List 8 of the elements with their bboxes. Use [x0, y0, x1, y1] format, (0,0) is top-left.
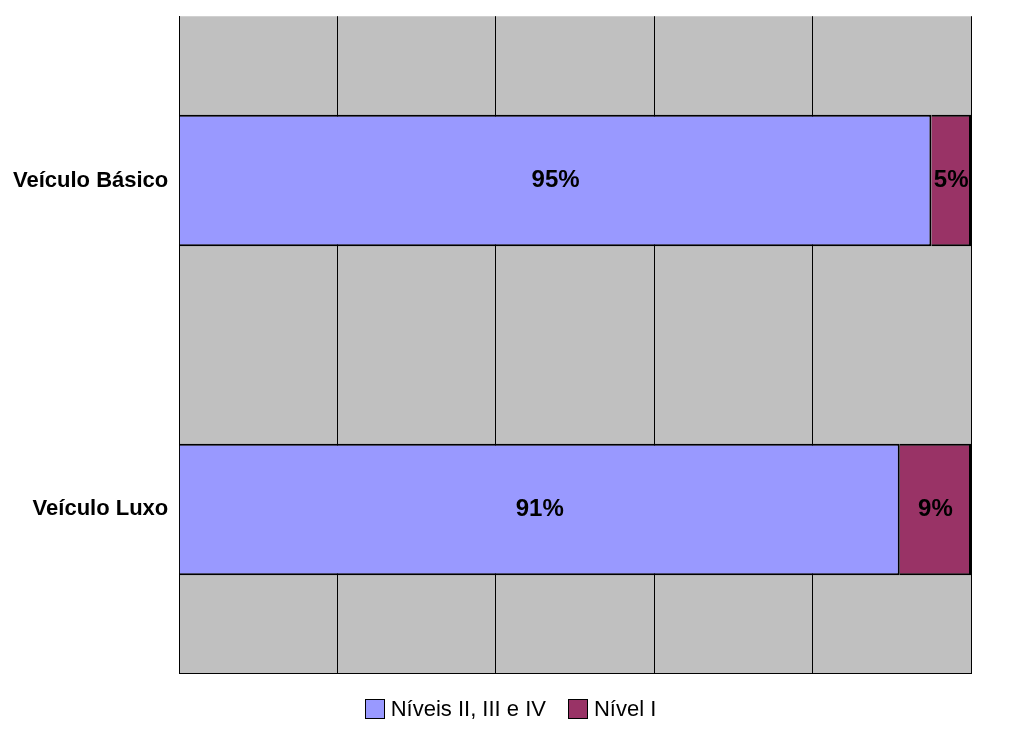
data-label: 91%	[515, 494, 564, 522]
legend-label: Níveis II, III e IV	[390, 696, 546, 722]
y-tick-label: Veículo Luxo	[32, 495, 169, 521]
data-label: 95%	[531, 165, 580, 193]
data-label: 5%	[933, 165, 969, 193]
data-label: 9%	[918, 494, 953, 522]
legend-label: Nível I	[593, 696, 657, 722]
y-tick-label: Veículo Básico	[12, 166, 169, 192]
